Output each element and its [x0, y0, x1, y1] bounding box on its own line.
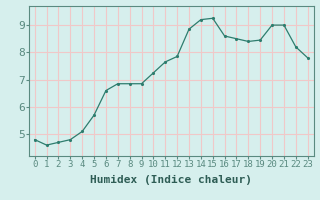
- X-axis label: Humidex (Indice chaleur): Humidex (Indice chaleur): [90, 175, 252, 185]
